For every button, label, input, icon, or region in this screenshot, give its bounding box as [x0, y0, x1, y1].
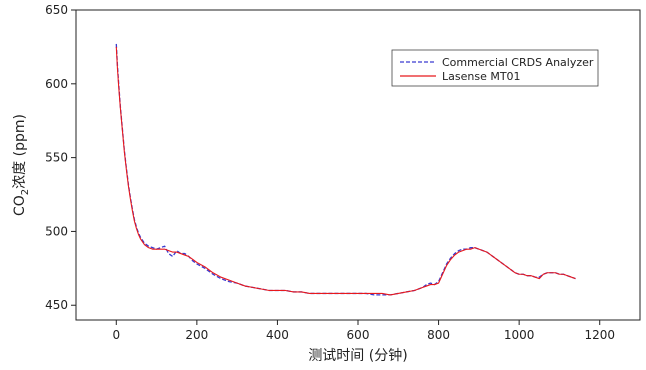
x-tick-label: 400 [266, 328, 289, 342]
legend: Commercial CRDS Analyzer Lasense MT01 [391, 49, 599, 87]
y-tick-label: 500 [45, 224, 68, 238]
y-axis: 450 500 550 600 650 [45, 3, 76, 312]
y-axis-title-subscript: 2 [20, 189, 31, 195]
y-axis-title-suffix: 浓度 (ppm) [12, 114, 28, 189]
x-tick-label: 0 [112, 328, 120, 342]
series-line-lasense [115, 46, 576, 296]
y-tick-label: 650 [45, 3, 68, 17]
x-tick-label: 800 [427, 328, 450, 342]
x-tick-label: 600 [347, 328, 370, 342]
legend-label-lasense: Lasense MT01 [442, 70, 521, 83]
y-tick-label: 550 [45, 151, 68, 165]
x-tick-label: 200 [185, 328, 208, 342]
legend-label-crds: Commercial CRDS Analyzer [442, 56, 594, 69]
y-tick-label: 450 [45, 298, 68, 312]
x-tick-label: 1200 [584, 328, 615, 342]
x-axis: 0 200 400 600 800 1000 1200 [112, 320, 615, 342]
x-axis-title: 测试时间 (分钟) [308, 347, 407, 364]
series-group [115, 43, 576, 296]
x-tick-label: 1000 [504, 328, 535, 342]
y-axis-title-prefix: CO [12, 195, 28, 216]
y-tick-label: 600 [45, 77, 68, 91]
y-axis-title: CO2浓度 (ppm) [12, 114, 31, 216]
legend-box [391, 49, 599, 87]
